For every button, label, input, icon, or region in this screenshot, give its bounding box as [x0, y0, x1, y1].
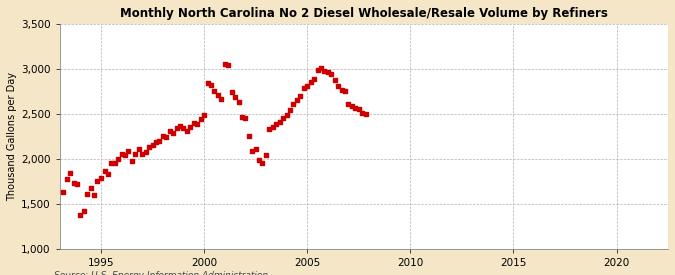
Point	[209, 89, 220, 94]
Y-axis label: Thousand Gallons per Day: Thousand Gallons per Day	[7, 72, 17, 201]
Point	[292, 97, 302, 102]
Point	[119, 153, 130, 158]
Point	[68, 181, 79, 185]
Point	[281, 113, 292, 117]
Point	[151, 140, 161, 144]
Point	[92, 179, 103, 184]
Point	[89, 193, 100, 197]
Point	[274, 120, 285, 124]
Text: Source: U.S. Energy Information Administration: Source: U.S. Energy Information Administ…	[54, 271, 268, 275]
Point	[175, 123, 186, 128]
Point	[257, 160, 268, 165]
Point	[65, 171, 76, 175]
Point	[126, 159, 137, 163]
Point	[261, 153, 271, 158]
Point	[233, 100, 244, 104]
Point	[188, 121, 199, 125]
Point	[316, 66, 327, 70]
Point	[223, 63, 234, 68]
Point	[137, 151, 148, 156]
Point	[326, 72, 337, 76]
Point	[295, 94, 306, 98]
Point	[353, 107, 364, 112]
Point	[250, 147, 261, 151]
Point	[230, 95, 240, 99]
Point	[226, 90, 237, 95]
Point	[312, 68, 323, 72]
Point	[236, 114, 247, 119]
Point	[154, 139, 165, 143]
Point	[357, 111, 368, 115]
Point	[288, 102, 299, 106]
Point	[205, 83, 216, 87]
Point	[240, 116, 250, 121]
Point	[329, 78, 340, 82]
Point	[219, 61, 230, 66]
Point	[123, 149, 134, 153]
Point	[82, 192, 92, 196]
Point	[182, 129, 192, 133]
Point	[171, 126, 182, 131]
Point	[113, 157, 124, 161]
Point	[202, 81, 213, 86]
Point	[192, 122, 202, 126]
Point	[164, 129, 175, 133]
Title: Monthly North Carolina No 2 Diesel Wholesale/Resale Volume by Refiners: Monthly North Carolina No 2 Diesel Whole…	[120, 7, 608, 20]
Point	[302, 84, 313, 88]
Point	[244, 133, 254, 138]
Point	[346, 104, 357, 108]
Point	[103, 172, 113, 177]
Point	[350, 105, 360, 110]
Point	[298, 86, 309, 90]
Point	[140, 150, 151, 154]
Point	[106, 160, 117, 165]
Point	[161, 135, 171, 139]
Point	[198, 113, 209, 117]
Point	[99, 169, 110, 173]
Point	[78, 209, 89, 213]
Point	[144, 145, 155, 150]
Point	[116, 151, 127, 156]
Point	[195, 117, 206, 122]
Point	[96, 176, 107, 180]
Point	[277, 115, 288, 120]
Point	[168, 131, 179, 135]
Point	[323, 69, 333, 74]
Point	[267, 125, 278, 130]
Point	[271, 122, 281, 126]
Point	[72, 182, 82, 186]
Point	[157, 133, 168, 138]
Point	[130, 151, 141, 156]
Point	[340, 89, 350, 94]
Point	[134, 147, 144, 151]
Point	[333, 84, 344, 88]
Point	[247, 149, 258, 153]
Point	[336, 87, 347, 92]
Point	[305, 79, 316, 84]
Point	[319, 68, 329, 73]
Point	[343, 102, 354, 106]
Point	[185, 124, 196, 129]
Point	[254, 158, 265, 162]
Point	[285, 108, 296, 112]
Point	[213, 93, 223, 97]
Point	[178, 126, 189, 131]
Point	[360, 112, 371, 116]
Point	[85, 186, 96, 190]
Point	[75, 213, 86, 217]
Point	[109, 161, 120, 166]
Point	[264, 127, 275, 131]
Point	[61, 177, 72, 181]
Point	[58, 190, 69, 194]
Point	[308, 77, 319, 81]
Point	[147, 142, 158, 147]
Point	[216, 97, 227, 101]
